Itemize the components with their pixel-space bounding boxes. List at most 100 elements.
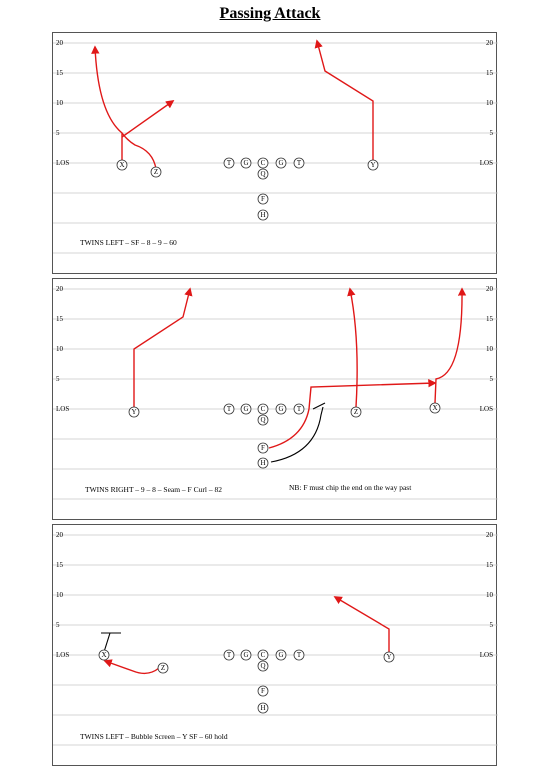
player-label: H [260, 704, 265, 712]
player-label: X [432, 404, 437, 412]
yard-label-los: LOS [56, 651, 70, 659]
player-label: Q [260, 416, 265, 424]
player-label: T [297, 159, 302, 167]
routes [101, 596, 390, 675]
field-svg: X Z T G C G T Q Y F H [53, 534, 498, 746]
route-f-crossing [268, 379, 437, 449]
yard-label-5: 5 [56, 375, 60, 383]
yard-lines [53, 288, 498, 500]
route-x-go [434, 287, 467, 404]
players: X Z T G C G T Q Y F H [98, 649, 395, 714]
yard-label-los: LOS [479, 159, 493, 167]
yard-label-10: 10 [486, 345, 493, 353]
player-c: C [257, 157, 269, 169]
yard-label-15: 15 [486, 69, 493, 77]
yard-label-20: 20 [56, 285, 63, 293]
player-label: F [261, 195, 265, 203]
route-y-seam [133, 287, 193, 407]
player-rg: G [275, 403, 287, 415]
play-caption: TWINS LEFT – Bubble Screen – Y SF – 60 h… [80, 732, 228, 741]
route-y-corner [333, 596, 390, 653]
yard-label-10: 10 [56, 591, 63, 599]
yard-label-5: 5 [56, 621, 60, 629]
yard-label-5: 5 [489, 375, 494, 383]
yard-label-20: 20 [486, 531, 493, 539]
player-label: F [261, 444, 265, 452]
play-caption: TWINS RIGHT – 9 – 8 – Seam – F Curl – 82 [85, 485, 222, 494]
yard-label-20: 20 [486, 39, 493, 47]
yard-label-10: 10 [56, 99, 63, 107]
play-diagram-1: X Z T G C G T Q Y F H 20 15 10 5 LOS 20 … [52, 32, 498, 274]
play-diagram-2: Y T G C G T Q Z X F H 20 15 10 5 LOS 20 … [52, 278, 498, 520]
field-svg: X Z T G C G T Q Y F H [53, 39, 498, 254]
player-lg: G [240, 649, 252, 661]
player-label: T [297, 405, 302, 413]
yard-label-20: 20 [56, 531, 63, 539]
player-label: G [243, 159, 248, 167]
player-f: F [257, 193, 269, 205]
route-x-fade [91, 45, 123, 163]
player-label: T [227, 651, 232, 659]
players: Y T G C G T Q Z X F H [128, 402, 441, 469]
player-lg: G [240, 157, 252, 169]
player-label: X [101, 651, 106, 659]
play-caption: TWINS LEFT – SF – 8 – 9 – 60 [80, 238, 177, 247]
player-h: H [257, 457, 269, 469]
player-label: C [261, 405, 266, 413]
player-y: Y [367, 159, 379, 171]
player-label: G [243, 405, 248, 413]
yard-label-5: 5 [56, 129, 60, 137]
player-lg: G [240, 403, 252, 415]
yard-label-15: 15 [486, 315, 493, 323]
route-y-post [314, 39, 374, 163]
player-z: Z [150, 166, 162, 178]
player-rt: T [293, 157, 305, 169]
player-label: Q [260, 170, 265, 178]
yard-label-15: 15 [56, 561, 63, 569]
routes [91, 39, 374, 170]
player-y: Y [383, 651, 395, 663]
player-q: Q [257, 168, 269, 180]
yard-label-20: 20 [56, 39, 63, 47]
player-f: F [257, 442, 269, 454]
yard-label-15: 15 [486, 561, 493, 569]
player-label: C [261, 159, 266, 167]
player-rt: T [293, 403, 305, 415]
player-label: G [278, 651, 283, 659]
player-lt: T [223, 403, 235, 415]
player-f: F [257, 685, 269, 697]
yard-label-10: 10 [486, 591, 493, 599]
player-label: Z [154, 168, 158, 176]
player-c: C [257, 649, 269, 661]
player-label: C [261, 651, 266, 659]
player-rt: T [293, 649, 305, 661]
route-x-block [103, 632, 111, 653]
play-diagram-3: X Z T G C G T Q Y F H 20 15 10 5 LOS 20 … [52, 524, 498, 766]
yard-label-los: LOS [479, 405, 493, 413]
player-label: G [278, 405, 283, 413]
page-title: Passing Attack [219, 5, 321, 22]
yard-lines [53, 534, 498, 746]
player-c: C [257, 403, 269, 415]
player-label: G [278, 159, 283, 167]
yard-label-5: 5 [489, 621, 494, 629]
player-lt: T [223, 157, 235, 169]
player-label: H [260, 459, 265, 467]
player-x: X [116, 159, 128, 171]
player-label: Z [354, 408, 358, 416]
yard-label-los: LOS [56, 405, 70, 413]
yard-label-5: 5 [489, 129, 494, 137]
yard-label-los: LOS [56, 159, 70, 167]
player-label: G [243, 651, 248, 659]
player-label: Q [260, 662, 265, 670]
yard-lines [53, 42, 498, 254]
player-label: T [227, 159, 232, 167]
route-z-bubble [103, 659, 160, 675]
player-label: T [297, 651, 302, 659]
yard-label-15: 15 [56, 69, 63, 77]
players: X Z T G C G T Q Y F H [116, 157, 379, 221]
routes [133, 287, 467, 463]
yard-label-10: 10 [56, 345, 63, 353]
player-label: H [260, 211, 265, 219]
player-q: Q [257, 414, 269, 426]
